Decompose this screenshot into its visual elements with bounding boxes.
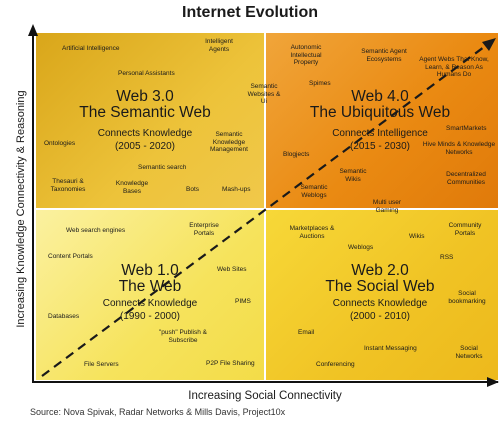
web40-connects: Connects Intelligence <box>332 128 428 139</box>
web30-item: Semantic Knowledge Management <box>210 131 248 153</box>
source-note: Source: Nova Spivak, Radar Networks & Mi… <box>30 407 286 417</box>
x-axis-line <box>32 381 498 383</box>
web20-item: RSS <box>440 254 454 261</box>
web40-item: Multi user Gaming <box>372 199 402 214</box>
web10-item: "push" Publish & Subscribe <box>159 329 207 344</box>
web10-years: (1990 - 2000) <box>119 311 181 322</box>
web10-item: Databases <box>48 313 80 320</box>
web10-item: PIMS <box>235 298 251 305</box>
web20-item: Social bookmarking <box>448 290 486 305</box>
web30-item: Semantic Websites & Ui <box>247 83 281 105</box>
web30-item: Personal Assistants <box>118 70 175 77</box>
web40-item: Agent Webs That Know, Learn, & Reason As… <box>419 56 489 78</box>
web40-item: Decentralized Communities <box>446 171 486 186</box>
web40-item: Semantic Agent Ecosystems <box>361 48 407 63</box>
web20-item: Social Networks <box>455 345 483 360</box>
web40-item: Blogjects <box>283 151 310 158</box>
web40-years: (2015 - 2030) <box>349 141 411 152</box>
web40-subtitle: The Ubiquitous Web <box>309 104 451 121</box>
web20-item: Weblogs <box>348 244 374 251</box>
web10-connects: Connects Knowledge <box>102 298 198 309</box>
web10-item: Enterprise Portals <box>189 222 219 237</box>
web30-item: Semantic search <box>138 164 187 171</box>
web40-item: Semantic Weblogs <box>300 184 328 199</box>
web20-title: Web 2.0 <box>351 262 409 279</box>
web20-item: Wikis <box>409 233 425 240</box>
web30-item: Mash-ups <box>222 186 251 193</box>
web20-years: (2000 - 2010) <box>349 311 411 322</box>
web10-title: Web 1.0 <box>121 262 179 279</box>
web10-item: Web search engines <box>66 227 126 234</box>
web30-title: Web 3.0 <box>116 88 174 105</box>
web10-item: Web Sites <box>217 266 247 273</box>
web10-item: P2P File Sharing <box>206 360 255 367</box>
web20-item: Marketplaces & Auctions <box>289 225 335 240</box>
web30-item: Knowledge Bases <box>115 180 149 195</box>
web40-item: Hive Minds & Knowledge Networks <box>422 141 496 156</box>
web30-subtitle: The Semantic Web <box>79 104 211 121</box>
quadrant-web40 <box>266 33 498 208</box>
x-axis-label: Increasing Social Connectivity <box>188 390 342 402</box>
web40-item: Spimes <box>309 80 331 87</box>
web30-item: Intelligent Agents <box>205 38 233 53</box>
web30-item: Ontologies <box>44 140 76 147</box>
quadrant-web30 <box>36 33 264 208</box>
web20-item: Email <box>298 329 315 336</box>
y-axis-line <box>32 33 34 383</box>
web30-connects: Connects Knowledge <box>97 128 193 139</box>
web20-item: Conferencing <box>316 361 355 368</box>
web40-item: SmartMarkets <box>446 125 487 132</box>
page-title: Internet Evolution <box>182 4 318 21</box>
web10-subtitle: The Web <box>118 278 182 295</box>
web10-item: File Servers <box>84 361 119 368</box>
web20-connects: Connects Knowledge <box>332 298 428 309</box>
web10-item: Content Portals <box>48 253 93 260</box>
web20-subtitle: The Social Web <box>325 278 435 295</box>
web30-item: Artificial Intelligence <box>62 45 120 52</box>
web30-item: Thesauri & Taxonomies <box>50 178 86 193</box>
web40-item: Autonomic Intellectual Property <box>290 44 322 66</box>
web40-title: Web 4.0 <box>351 88 409 105</box>
web20-item: Community Portals <box>448 222 482 237</box>
web30-years: (2005 - 2020) <box>114 141 176 152</box>
web30-item: Bots <box>186 186 200 193</box>
web40-item: Semantic Wikis <box>339 168 367 183</box>
quadrant-web20 <box>266 210 498 380</box>
web20-item: Instant Messaging <box>364 345 417 352</box>
